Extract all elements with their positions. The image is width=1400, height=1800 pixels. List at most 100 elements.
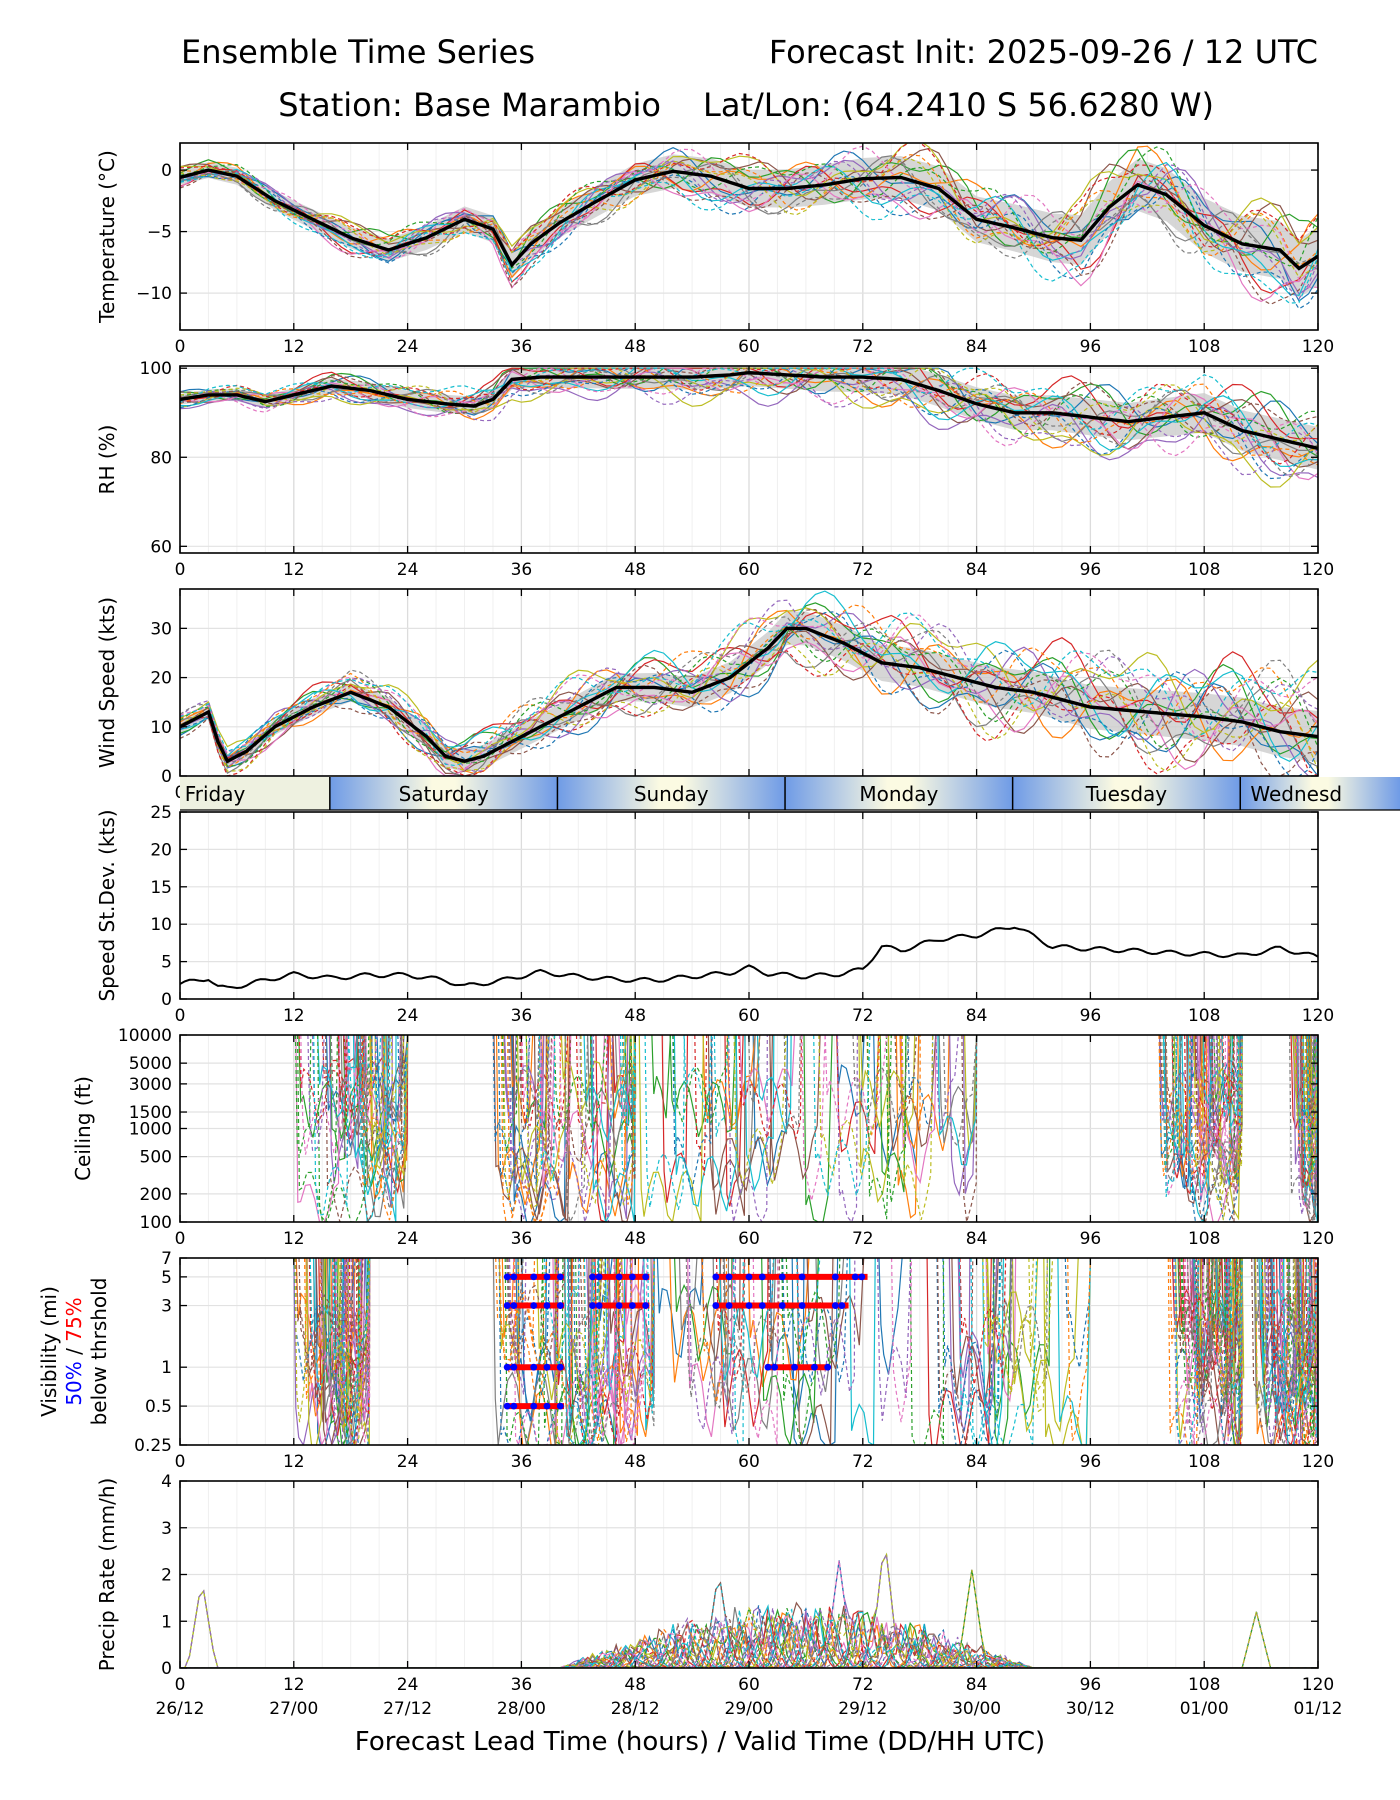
- x-tick-label: 96: [1080, 1675, 1102, 1695]
- x-tick-label: 0: [175, 1452, 186, 1472]
- valid-time-ticks: 26/12 27/00 27/12 28/00 28/12 29/00 29/12 30/00…: [156, 1699, 1343, 1719]
- precip-member-line: [180, 1560, 1318, 1668]
- vis-50-dot: [851, 1273, 859, 1281]
- x-axis-label: Forecast Lead Time (hours) / Valid Time …: [355, 1727, 1045, 1757]
- vis-50-dot: [556, 1302, 564, 1309]
- y-tick-label: 0.25: [134, 1436, 172, 1456]
- temperature-member-line: [180, 154, 1318, 267]
- vis-50-dot: [510, 1273, 518, 1281]
- rh-member-line: [180, 368, 1318, 488]
- x-tick-label: 24: [397, 560, 419, 580]
- x-tick-label: 72: [852, 1452, 874, 1472]
- y-tick-label: 10: [150, 915, 172, 935]
- visibility-axis-label: Visibility (mi): [37, 1286, 61, 1417]
- x-tick-label: 24: [397, 1675, 419, 1695]
- valid-time-label: 01/12: [1294, 1699, 1343, 1719]
- temperature-member-line: [180, 162, 1318, 294]
- x-tick-label: 108: [1188, 1675, 1220, 1695]
- rh-member-line: [180, 367, 1318, 478]
- x-tick-label: 60: [738, 337, 760, 357]
- vis-50-dot: [543, 1363, 551, 1371]
- x-tick-label: 24: [397, 337, 419, 357]
- rh-axis-label: RH (%): [95, 425, 119, 495]
- vis-50-dot: [811, 1363, 818, 1371]
- valid-time-label: 29/12: [838, 1699, 887, 1719]
- y-tick-label: 0.5: [145, 1397, 172, 1417]
- x-tick-label: 36: [511, 1452, 533, 1472]
- panels: 0 12 24 36 48 60 72 84 96 108 1200−5−10Temperature…: [37, 142, 1334, 1695]
- vis-50-dot: [543, 1302, 551, 1309]
- wind_speed-member-line: [180, 639, 1318, 776]
- day-cell: [180, 777, 330, 810]
- y-tick-label: 5000: [129, 1054, 172, 1074]
- day-strip: Friday Saturday Sunday Monday Tuesday Wednesd: [180, 777, 1400, 811]
- y-tick-label: 100: [140, 1213, 172, 1233]
- vis-50-dot: [712, 1273, 720, 1281]
- legend-50: 50%: [62, 1361, 86, 1405]
- temperature-spread-band: [180, 154, 1318, 298]
- x-tick-label: 96: [1080, 1229, 1102, 1249]
- x-tick-label: 84: [966, 337, 988, 357]
- panel-rh: 0 12 24 36 48 60 72 84 96 108 120 100 80 60 RH (%): [95, 359, 1334, 580]
- vis-50-dot: [628, 1273, 636, 1281]
- vis-50-dot: [758, 1273, 766, 1281]
- y-tick-label: 20: [150, 669, 172, 689]
- stdev-line: [180, 926, 1318, 990]
- vis-50-dot: [745, 1302, 753, 1309]
- vis-50-dot: [764, 1363, 772, 1371]
- valid-time-label: 01/00: [1180, 1699, 1229, 1719]
- day-label: Monday: [859, 782, 938, 806]
- y-tick-label: 0: [161, 161, 172, 181]
- speed_stdev-plot-area: [180, 812, 1318, 999]
- panel-speed_stdev: 0 12 24 36 48 60 72 84 96 108 120 0 5 10 15 20 25 Speed S…: [95, 803, 1334, 1026]
- vis-50-dot: [556, 1402, 564, 1410]
- valid-time-label: 28/00: [497, 1699, 546, 1719]
- temperature-member-line: [180, 149, 1318, 269]
- y-tick-label: 60: [150, 537, 172, 557]
- vis-50-dot: [642, 1273, 650, 1281]
- x-tick-label: 24: [397, 1229, 419, 1249]
- temperature-member-line: [180, 158, 1318, 279]
- y-tick-label: 10: [150, 718, 172, 738]
- x-tick-label: 72: [852, 1229, 874, 1249]
- y-tick-label: 1: [161, 1358, 172, 1378]
- vis-50-dot: [530, 1273, 538, 1281]
- valid-time-label: 30/12: [1066, 1699, 1115, 1719]
- station-label: Station: Base Marambio: [278, 86, 661, 124]
- y-tick-label: 25: [150, 803, 172, 823]
- wind_speed-member-line: [180, 608, 1318, 776]
- y-tick-label: 200: [140, 1185, 172, 1205]
- precip-member-line: [180, 1606, 1318, 1668]
- y-tick-label: 3: [161, 1519, 172, 1539]
- x-tick-label: 72: [852, 560, 874, 580]
- precip-member-line: [180, 1616, 1318, 1668]
- wind_speed-member-line: [180, 611, 1318, 776]
- wind_speed-member-line: [180, 630, 1318, 775]
- precip-member-line: [180, 1605, 1318, 1668]
- vis-50-dot: [725, 1302, 733, 1309]
- x-tick-label: 48: [624, 1452, 646, 1472]
- x-tick-label: 36: [511, 1229, 533, 1249]
- legend-sep: /: [62, 1342, 86, 1361]
- x-tick-label: 48: [624, 1006, 646, 1026]
- vis-50-dot: [589, 1302, 596, 1309]
- temperature-mean-line: [180, 168, 1318, 271]
- rh-plot-area: [180, 366, 1318, 553]
- day-cell: [1240, 777, 1400, 810]
- visibility-member-line: [295, 1258, 1318, 1445]
- day-cell: [557, 777, 786, 810]
- y-tick-label: 5: [161, 953, 172, 973]
- wind_speed-spread-band: [180, 611, 1318, 773]
- wind_speed-member-line: [180, 642, 1318, 776]
- vis-50-dot: [858, 1273, 866, 1281]
- vis-50-dot: [778, 1302, 786, 1309]
- wind_speed-member-line: [180, 590, 1318, 762]
- precip-member-line: [180, 1608, 1318, 1668]
- y-tick-label: 20: [150, 840, 172, 860]
- x-tick-label: 36: [511, 1006, 533, 1026]
- x-tick-label: 120: [1302, 1006, 1334, 1026]
- ceiling-member-line: [317, 1035, 1318, 1222]
- temperature-member-line: [180, 161, 1318, 297]
- vis-50-dot: [530, 1363, 538, 1371]
- wind_speed-member-line: [180, 614, 1318, 770]
